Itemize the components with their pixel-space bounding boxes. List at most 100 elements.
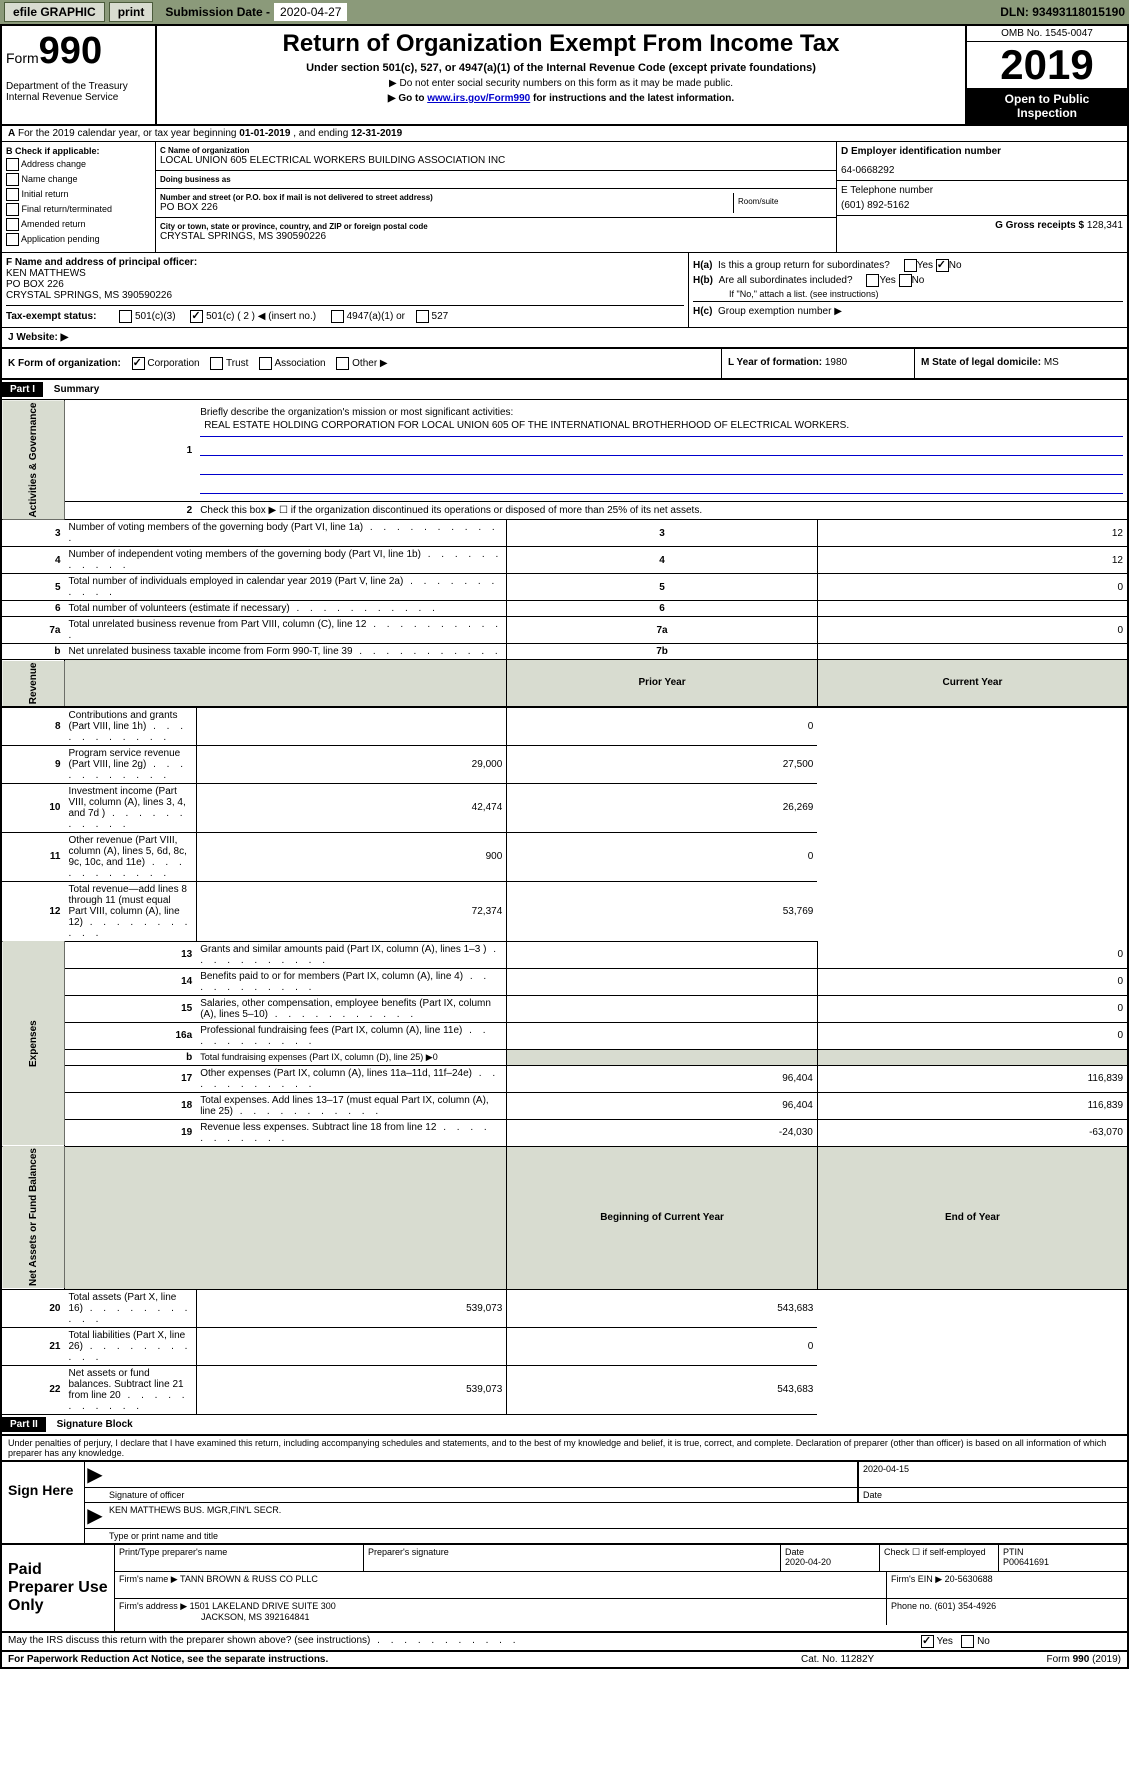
current-year-header: Current Year [817, 660, 1127, 707]
check-other[interactable] [336, 357, 349, 370]
form-footer: Form 990 (2019) [981, 1654, 1121, 1665]
ein: 64-0668292 [841, 165, 1123, 176]
table-row: 3Number of voting members of the governi… [2, 520, 1127, 547]
check-4947[interactable] [331, 310, 344, 323]
table-row: 16aProfessional fundraising fees (Part I… [2, 1022, 1127, 1049]
table-row: 14Benefits paid to or for members (Part … [2, 968, 1127, 995]
check-corp[interactable] [132, 357, 145, 370]
hb-no[interactable] [899, 274, 912, 287]
ha-no[interactable] [936, 259, 949, 272]
section-d-e-g: D Employer identification number 64-0668… [837, 142, 1127, 252]
check-initial[interactable]: Initial return [6, 188, 151, 201]
city-label: City or town, state or province, country… [160, 222, 832, 231]
form-number: Form990 [6, 30, 151, 73]
firm-name: TANN BROWN & RUSS CO PLLC [180, 1574, 318, 1584]
check-assoc[interactable] [259, 357, 272, 370]
city: CRYSTAL SPRINGS, MS 390590226 [160, 231, 832, 242]
phone: (601) 892-5162 [841, 200, 1123, 211]
irs-link[interactable]: www.irs.gov/Form990 [427, 93, 530, 104]
table-row: 19Revenue less expenses. Subtract line 1… [2, 1119, 1127, 1146]
ptin: P00641691 [1003, 1557, 1123, 1567]
check-pending[interactable]: Application pending [6, 233, 151, 246]
form-title: Return of Organization Exempt From Incom… [161, 30, 961, 58]
check-trust[interactable] [210, 357, 223, 370]
paid-preparer-section: Paid Preparer Use Only Print/Type prepar… [2, 1543, 1127, 1633]
table-row: Expenses13Grants and similar amounts pai… [2, 941, 1127, 968]
section-b-c-d: B Check if applicable: Address change Na… [2, 142, 1127, 253]
table-row: 21Total liabilities (Part X, line 26)0 [2, 1327, 1127, 1365]
vert-revenue: Revenue [2, 660, 65, 707]
footer-row: For Paperwork Reduction Act Notice, see … [2, 1650, 1127, 1667]
tax-year: 2019 [967, 42, 1127, 88]
dba-label: Doing business as [160, 175, 832, 184]
table-row: 12Total revenue—add lines 8 through 11 (… [2, 881, 1127, 941]
check-527[interactable] [416, 310, 429, 323]
officer-label: F Name and address of principal officer: [6, 257, 684, 268]
submission-label: Submission Date - [165, 5, 270, 19]
officer-addr: PO BOX 226 [6, 279, 684, 290]
begin-year-header: Beginning of Current Year [507, 1146, 818, 1289]
ein-label: D Employer identification number [841, 146, 1123, 157]
mission-text: REAL ESTATE HOLDING CORPORATION FOR LOCA… [200, 418, 1123, 437]
table-row: 5Total number of individuals employed in… [2, 574, 1127, 601]
declaration: Under penalties of perjury, I declare th… [2, 1436, 1127, 1460]
firm-ein: 20-5630688 [945, 1574, 993, 1584]
section-j: J Website: ▶ [2, 328, 1127, 349]
firm-phone: (601) 354-4926 [935, 1601, 997, 1611]
table-row: 9Program service revenue (Part VIII, lin… [2, 745, 1127, 783]
section-f-h: F Name and address of principal officer:… [2, 253, 1127, 328]
gross-label: G Gross receipts $ [995, 220, 1087, 231]
table-row: 11Other revenue (Part VIII, column (A), … [2, 832, 1127, 881]
form-note2: ▶ Go to www.irs.gov/Form990 for instruct… [161, 93, 961, 104]
prep-date: 2020-04-20 [785, 1557, 875, 1567]
top-toolbar: efile GRAPHIC print Submission Date - 20… [0, 0, 1129, 24]
part1-header: Part I Summary [2, 380, 1127, 400]
form-container: Form990 Department of the Treasury Inter… [0, 24, 1129, 1669]
vert-netassets: Net Assets or Fund Balances [2, 1146, 65, 1289]
check-501c3[interactable] [119, 310, 132, 323]
sign-here-section: Sign Here ▶ 2020-04-15 Signature of offi… [2, 1460, 1127, 1543]
table-row: bTotal fundraising expenses (Part IX, co… [2, 1049, 1127, 1065]
table-row: 17Other expenses (Part IX, column (A), l… [2, 1065, 1127, 1092]
form-note1: ▶ Do not enter social security numbers o… [161, 78, 961, 89]
check-address[interactable]: Address change [6, 158, 151, 171]
vert-governance: Activities & Governance [2, 400, 65, 520]
addr-label: Number and street (or P.O. box if mail i… [160, 193, 733, 202]
check-name[interactable]: Name change [6, 173, 151, 186]
prior-year-header: Prior Year [507, 660, 818, 707]
firm-addr: 1501 LAKELAND DRIVE SUITE 300 [190, 1601, 336, 1611]
sig-date: 2020-04-15 [858, 1462, 1127, 1487]
table-row: 18Total expenses. Add lines 13–17 (must … [2, 1092, 1127, 1119]
submission-date: 2020-04-27 [274, 3, 347, 21]
gross-amount: 128,341 [1087, 220, 1123, 231]
state-domicile: MS [1044, 357, 1059, 368]
efile-button[interactable]: efile GRAPHIC [4, 2, 105, 22]
check-amended[interactable]: Amended return [6, 218, 151, 231]
ha-yes[interactable] [904, 259, 917, 272]
discuss-yes[interactable] [921, 1635, 934, 1648]
table-row: 15Salaries, other compensation, employee… [2, 995, 1127, 1022]
section-b: B Check if applicable: Address change Na… [2, 142, 156, 252]
officer-name-title: KEN MATTHEWS BUS. MGR,FIN'L SECR. [105, 1503, 1127, 1528]
check-final[interactable]: Final return/terminated [6, 203, 151, 216]
officer-name: KEN MATTHEWS [6, 268, 684, 279]
year-formed: 1980 [825, 357, 847, 368]
part2-header: Part II Signature Block [2, 1415, 1127, 1436]
vert-expenses: Expenses [2, 941, 65, 1146]
table-row: 8Contributions and grants (Part VIII, li… [2, 707, 1127, 746]
table-row: 22Net assets or fund balances. Subtract … [2, 1365, 1127, 1414]
table-row: bNet unrelated business taxable income f… [2, 644, 1127, 660]
print-button[interactable]: print [109, 2, 154, 22]
period-row: A For the 2019 calendar year, or tax yea… [2, 126, 1127, 142]
addr: PO BOX 226 [160, 202, 733, 213]
form-header: Form990 Department of the Treasury Inter… [2, 26, 1127, 126]
room-suite: Room/suite [733, 193, 832, 213]
discuss-no[interactable] [961, 1635, 974, 1648]
table-row: 20Total assets (Part X, line 16)539,0735… [2, 1289, 1127, 1327]
check-501c[interactable] [190, 310, 203, 323]
section-c: C Name of organization LOCAL UNION 605 E… [156, 142, 837, 252]
hb-yes[interactable] [866, 274, 879, 287]
discuss-row: May the IRS discuss this return with the… [2, 1633, 1127, 1650]
section-k-l-m: K Form of organization: Corporation Trus… [2, 349, 1127, 380]
org-name: LOCAL UNION 605 ELECTRICAL WORKERS BUILD… [160, 155, 832, 166]
